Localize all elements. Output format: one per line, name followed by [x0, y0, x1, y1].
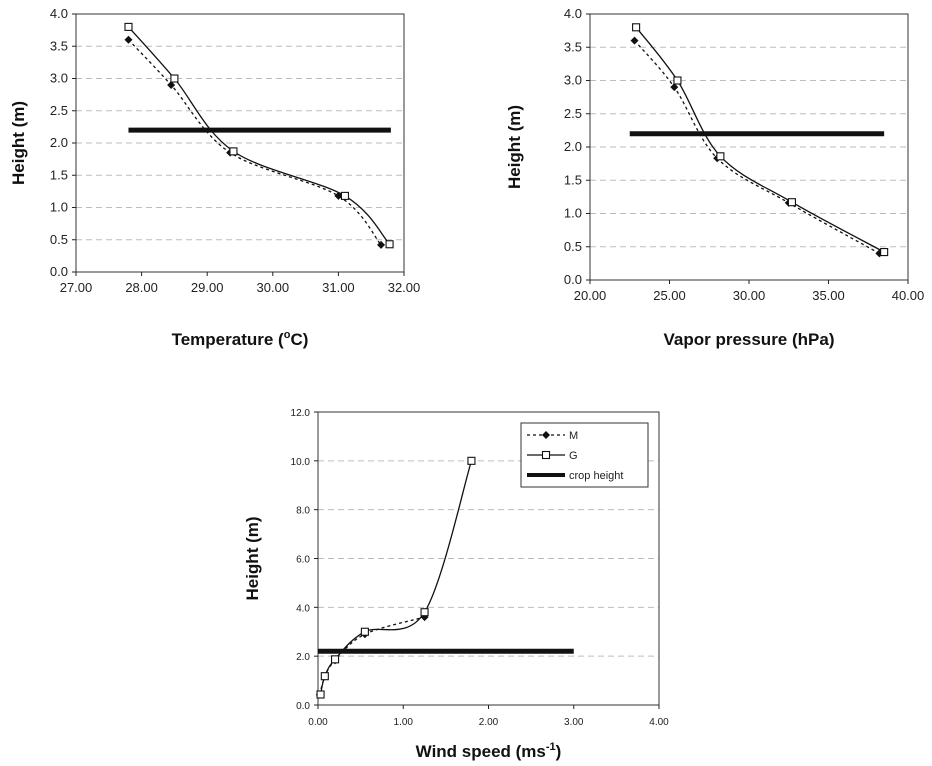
x-axis-title-text: Vapor pressure (hPa): [663, 330, 834, 349]
x-axis-title-text: Temperature (: [172, 330, 284, 349]
y-tick-label: 3.0: [564, 73, 582, 88]
y-tick-label: 8.0: [296, 506, 310, 517]
legend-label: crop height: [569, 470, 623, 482]
series-M-line: [128, 39, 382, 246]
y-tick-label: 2.0: [564, 139, 582, 154]
y-tick-label: 2.0: [296, 652, 310, 663]
y-tick-label: 0.0: [564, 272, 582, 287]
x-tick-label: 20.00: [574, 288, 607, 303]
x-tick-label: 4.00: [649, 717, 669, 728]
series-G-point: [124, 22, 133, 31]
y-tick-label: 0.5: [564, 239, 582, 254]
y-tick-label: 4.0: [296, 603, 310, 614]
x-tick-label: 35.00: [812, 288, 845, 303]
series-G-point: [420, 608, 429, 617]
series-M-point: [630, 36, 639, 45]
x-tick-label: 30.00: [257, 280, 290, 295]
y-tick-label: 1.0: [50, 200, 68, 215]
x-axis-title: Temperature (oC): [172, 329, 309, 349]
x-axis-title-superscript: o: [284, 329, 291, 341]
x-tick-label: 31.00: [322, 280, 355, 295]
x-tick-label: 29.00: [191, 280, 224, 295]
y-tick-label: 4.0: [564, 6, 582, 21]
y-axis-title: Height (m): [243, 516, 262, 600]
legend-label: M: [569, 430, 578, 442]
x-tick-label: 32.00: [388, 280, 421, 295]
chart-3: 0.0 2.0 4.0 6.0 8.0 10.0 12.0 0.00 1.00 2.00 3.00 4…: [243, 408, 669, 761]
y-tick-label: 3.0: [50, 71, 68, 86]
series-M-line: [634, 40, 880, 254]
series-G-line: [319, 460, 473, 695]
x-axis-title: Wind speed (ms-1): [416, 741, 562, 761]
series-G: [632, 23, 889, 257]
series-G-point: [170, 74, 179, 83]
legend-marker-G: [541, 450, 551, 460]
y-tick-label: 10.0: [291, 457, 311, 468]
series-G-line: [635, 26, 885, 253]
legend-marker-M: [542, 431, 550, 439]
chart-2: 0.0 0.5 1.0 1.5 2.0 2.5 3.0 3.5 4.0 20.00 25.00 30.…: [505, 6, 924, 349]
x-axis-title-tail: ): [556, 742, 562, 761]
x-axis-title-tail: C): [290, 330, 308, 349]
series-G-point: [632, 23, 641, 32]
y-axis-title: Height (m): [9, 101, 28, 185]
y-tick-label: 2.0: [50, 135, 68, 150]
x-tick-label: 1.00: [394, 717, 414, 728]
series-G-point: [320, 672, 329, 681]
series-M-point: [377, 240, 386, 249]
y-tick-label: 0.0: [296, 701, 310, 712]
y-tick-label: 2.5: [564, 106, 582, 121]
legend-label: G: [569, 450, 578, 462]
series-G: [316, 456, 476, 699]
x-axis-title: Vapor pressure (hPa): [663, 330, 834, 349]
series-G-point: [467, 456, 476, 465]
y-tick-label: 2.5: [50, 103, 68, 118]
y-tick-label: 1.5: [564, 172, 582, 187]
x-tick-label: 40.00: [892, 288, 925, 303]
series-G-point: [229, 147, 238, 156]
series-G-point: [330, 655, 340, 664]
chart-1: 0.0 0.5 1.0 1.5 2.0 2.5 3.0 3.5 4.0 27.00 28.00 29.…: [9, 6, 420, 349]
y-tick-label: 3.5: [564, 39, 582, 54]
series-G-point: [340, 191, 350, 200]
x-tick-label: 2.00: [479, 717, 499, 728]
y-tick-label: 3.5: [50, 38, 68, 53]
y-tick-label: 0.0: [50, 264, 68, 279]
x-axis-title-text: Wind speed (ms: [416, 742, 546, 761]
x-tick-label: 3.00: [564, 717, 584, 728]
y-tick-label: 1.5: [50, 167, 68, 182]
series-G: [124, 22, 394, 249]
x-tick-label: 30.00: [733, 288, 766, 303]
x-tick-label: 25.00: [653, 288, 686, 303]
series-G-point: [716, 152, 725, 161]
series-G-point: [385, 240, 394, 249]
series-G-point: [787, 198, 796, 207]
x-tick-label: 0.00: [308, 717, 328, 728]
y-tick-label: 6.0: [296, 555, 310, 566]
series-G-point: [880, 248, 889, 257]
x-tick-label: 27.00: [60, 280, 93, 295]
x-axis-title-superscript: -1: [546, 741, 556, 753]
series-G-line: [127, 26, 391, 245]
series-G-point: [360, 627, 369, 636]
y-tick-label: 12.0: [291, 408, 311, 419]
series-M-point: [167, 80, 176, 89]
series-G-point: [673, 76, 682, 85]
series-M-point: [124, 35, 133, 44]
y-tick-label: 1.0: [564, 206, 582, 221]
y-axis-title: Height (m): [505, 105, 524, 189]
series-M-point: [670, 83, 679, 92]
x-tick-label: 28.00: [125, 280, 158, 295]
y-tick-label: 4.0: [50, 6, 68, 21]
series-M: [124, 35, 386, 249]
series-G-point: [316, 690, 325, 699]
y-tick-label: 0.5: [50, 232, 68, 247]
